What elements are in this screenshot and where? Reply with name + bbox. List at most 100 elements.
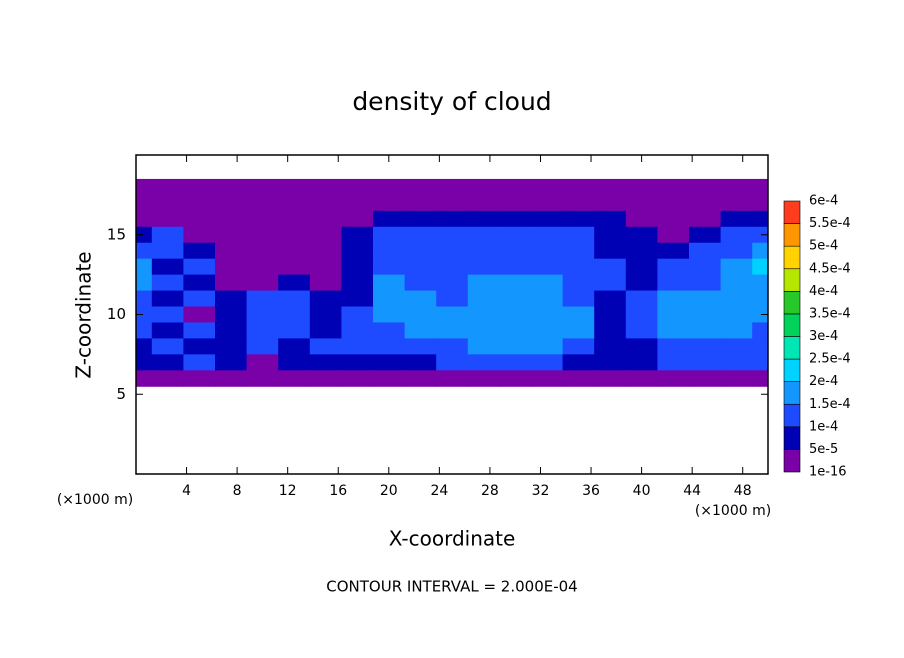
field-cell [215, 370, 248, 387]
field-cell [594, 242, 627, 260]
x-tick-label: 12 [279, 483, 297, 499]
y-unit: (×1000 m) [57, 492, 133, 508]
field-cell [499, 226, 532, 244]
field-cell [752, 242, 769, 260]
colorbar-swatch [783, 291, 801, 315]
field-cell [341, 258, 374, 276]
field-cell [246, 338, 279, 355]
field-cell [657, 306, 690, 323]
field-cell [499, 178, 532, 196]
colorbar-swatch [783, 268, 801, 292]
field-cell [467, 178, 500, 196]
field-cell [594, 210, 627, 228]
field-cell [752, 354, 769, 371]
field-cell [183, 306, 216, 323]
field-cell [752, 338, 769, 355]
field-cell [531, 306, 564, 323]
field-cell [499, 306, 532, 323]
field-cell [689, 210, 722, 228]
x-tick-label: 32 [532, 483, 550, 499]
field-cell [467, 226, 500, 244]
field-cell [594, 322, 627, 339]
field-cell [246, 210, 279, 228]
field-cell [752, 194, 769, 212]
field-cell [562, 354, 595, 371]
field-cell [278, 370, 311, 387]
field-cell [404, 354, 437, 371]
field-cell [404, 210, 437, 228]
field-cell [151, 194, 184, 212]
field-cell [689, 178, 722, 196]
field-cell [562, 370, 595, 387]
field-cell [531, 338, 564, 355]
field-cell [657, 370, 690, 387]
field-cell [151, 274, 184, 292]
field-cell [625, 178, 658, 196]
colorbar-label: 4.5e-4 [809, 261, 851, 276]
field-cell [404, 178, 437, 196]
field-cell [373, 242, 406, 260]
field-cell [246, 322, 279, 339]
y-tick-label: 10 [107, 305, 126, 323]
x-tick-label: 24 [430, 483, 448, 499]
field-cell [373, 274, 406, 292]
colorbar-swatch [783, 223, 801, 247]
field-cell [625, 210, 658, 228]
colorbar-label: 3.5e-4 [809, 306, 851, 321]
field-cell [404, 194, 437, 212]
field-cell [151, 210, 184, 228]
field-cell [341, 178, 374, 196]
field-cell [246, 258, 279, 276]
field-cell [183, 194, 216, 212]
field-cell [594, 258, 627, 276]
field-cell [183, 242, 216, 260]
x-tick-label: 44 [683, 483, 701, 499]
y-tick-label: 15 [107, 225, 126, 243]
field-cell [136, 322, 153, 339]
field-cell [689, 258, 722, 276]
field-cell [309, 338, 342, 355]
colorbar-swatch [783, 313, 801, 337]
field-cell [309, 354, 342, 371]
field-cell [215, 306, 248, 323]
field-cell [436, 258, 469, 276]
field-cell [373, 322, 406, 339]
field-cell [309, 210, 342, 228]
colorbar-swatch [783, 403, 801, 428]
field-cell [136, 290, 153, 308]
field-cell [752, 370, 769, 387]
field-cell [309, 306, 342, 323]
field-cell [499, 274, 532, 292]
y-axis-label: Z-coordinate [72, 251, 96, 378]
colorbar-swatch [783, 449, 801, 473]
field-cell [183, 258, 216, 276]
field-cell [436, 194, 469, 212]
field-cell [436, 370, 469, 387]
field-cell [436, 338, 469, 355]
field-cell [467, 290, 500, 308]
field-cell [720, 178, 753, 196]
colorbar-swatch [783, 336, 801, 360]
field-cell [278, 290, 311, 308]
field-cell [689, 306, 722, 323]
field-cell [309, 178, 342, 196]
field-cell [752, 178, 769, 196]
field-cell [309, 290, 342, 308]
field-cell [404, 322, 437, 339]
field-cell [752, 226, 769, 244]
field-cell [625, 274, 658, 292]
colorbar-swatch [783, 200, 801, 224]
field-cell [183, 338, 216, 355]
field-cell [136, 354, 153, 371]
field-cell [404, 274, 437, 292]
field-cell [562, 210, 595, 228]
field-cell [246, 306, 279, 323]
field-cell [373, 226, 406, 244]
colorbar-label: 1e-16 [809, 465, 847, 480]
field-cell [657, 194, 690, 212]
field-cell [594, 290, 627, 308]
field-cell [183, 290, 216, 308]
field-cell [246, 354, 279, 371]
colorbar-label: 2e-4 [809, 374, 838, 389]
